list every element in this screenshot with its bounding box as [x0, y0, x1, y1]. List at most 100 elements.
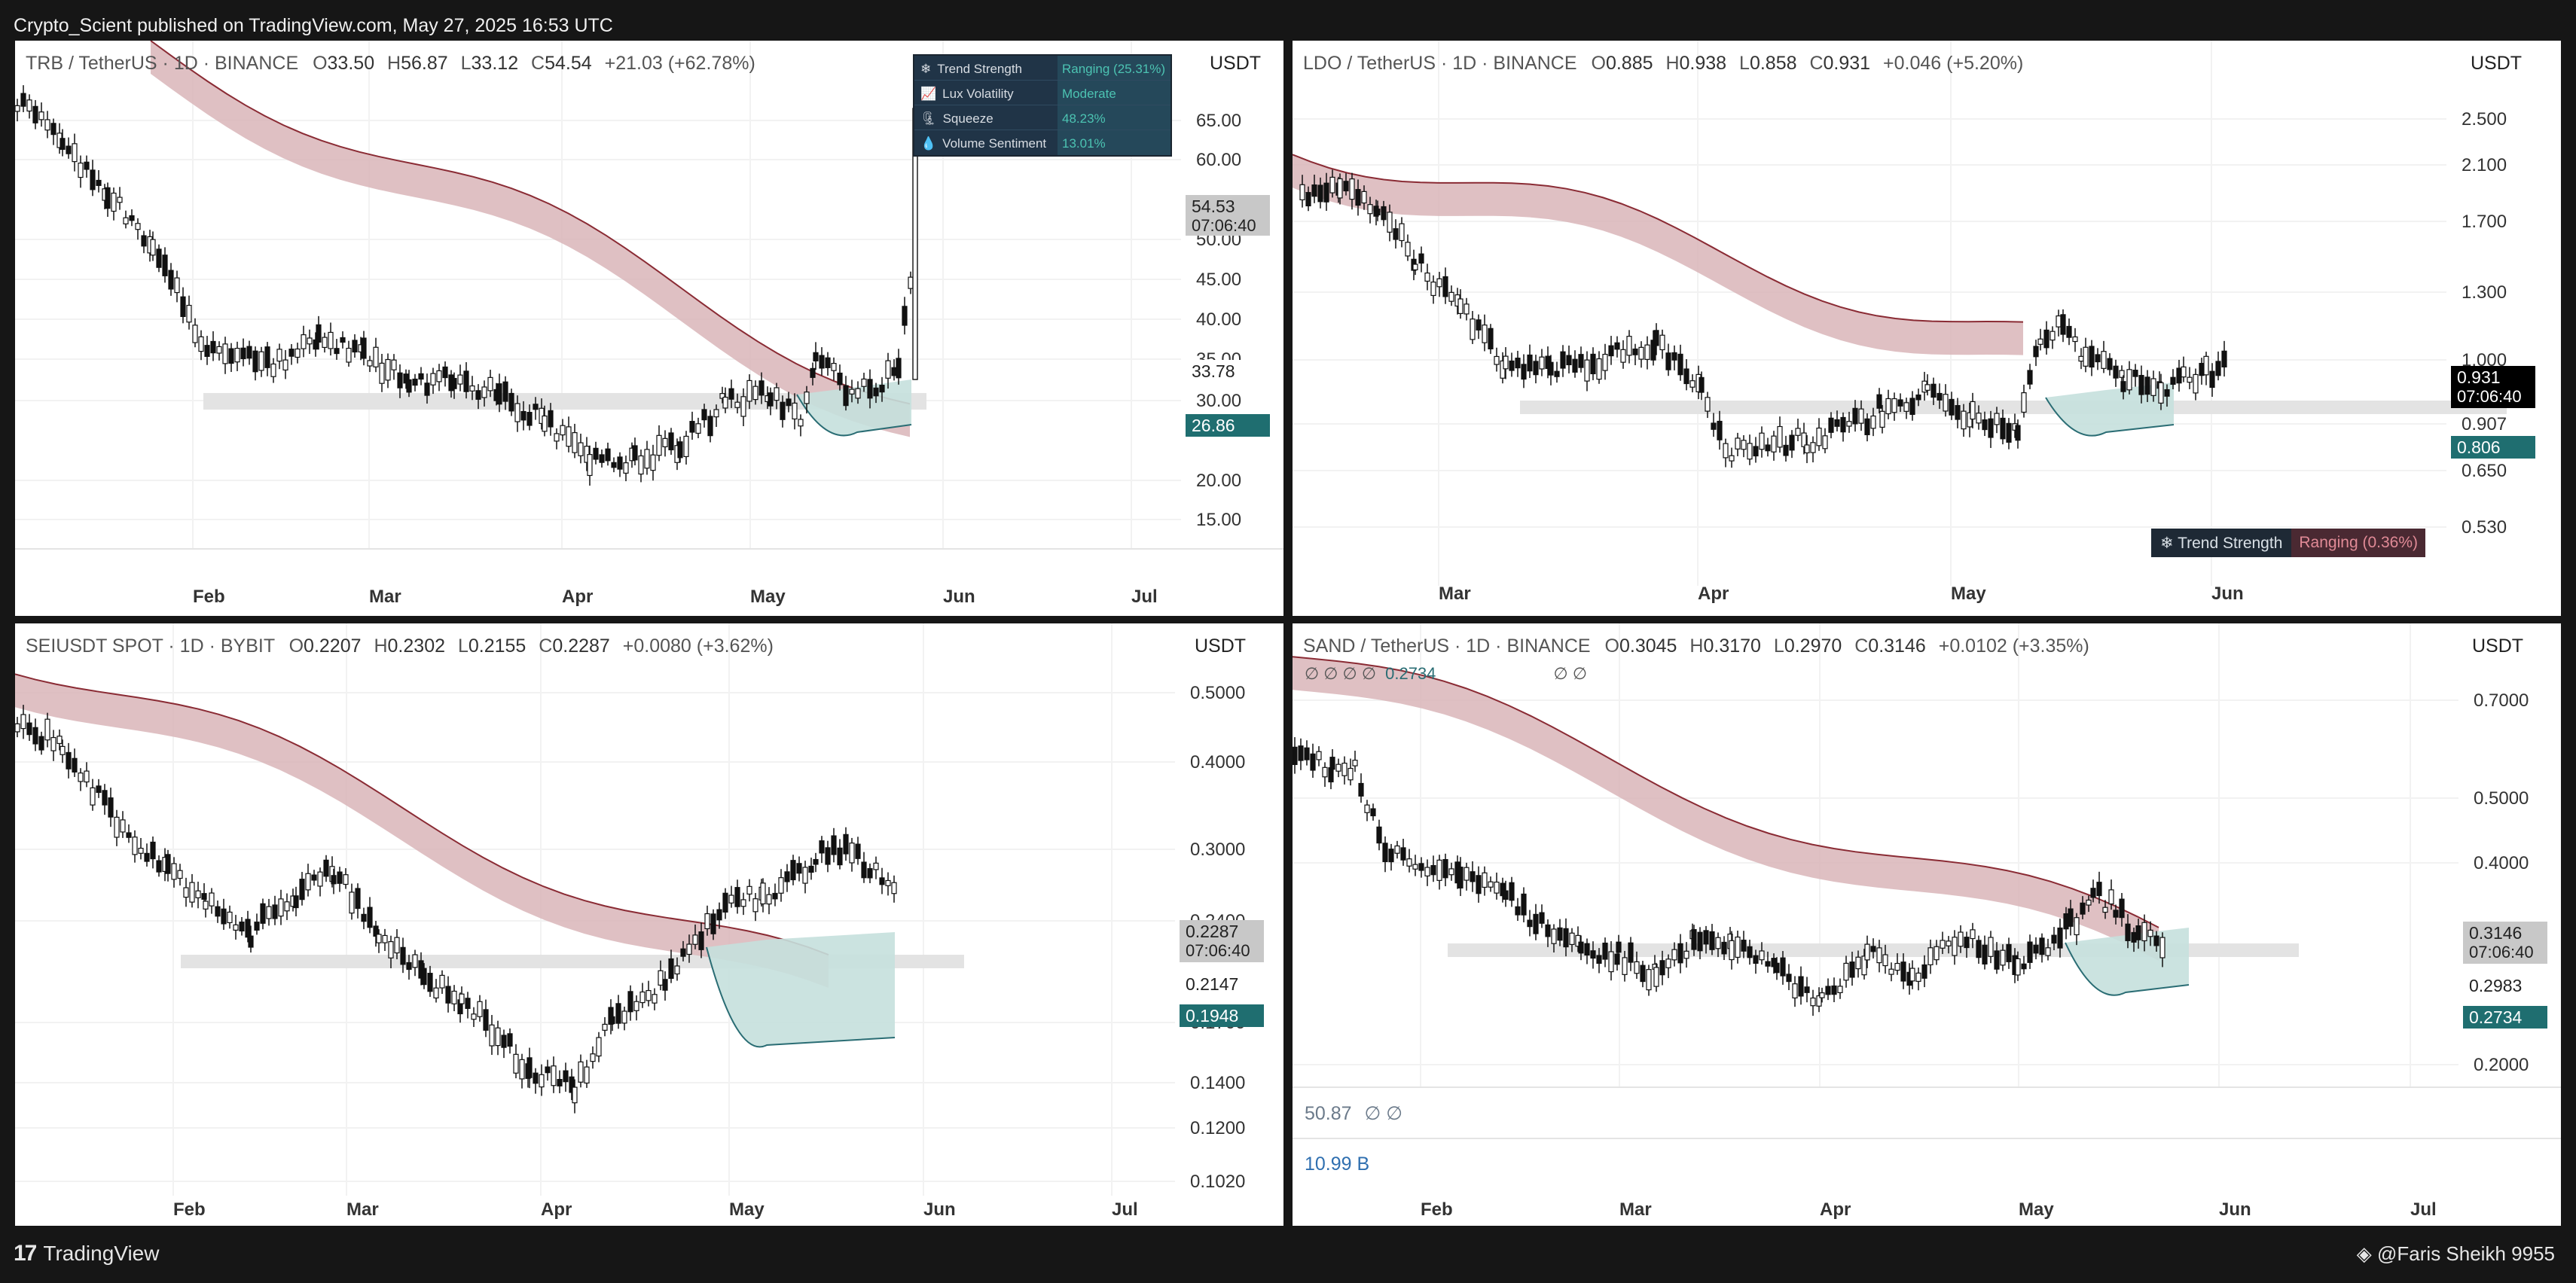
- candle-body: [1620, 349, 1626, 363]
- candle-body: [2203, 355, 2209, 376]
- x-tick-label: Mar: [1619, 1199, 1652, 1220]
- candle-body: [2006, 943, 2012, 962]
- sei-pair-label: SEIUSDT SPOT · 1D · BYBIT: [26, 635, 275, 657]
- ldo-chart-canvas[interactable]: 2.5002.1001.7001.3001.0000.9070.6500.530…: [1293, 41, 2561, 616]
- candle-body: [32, 727, 38, 745]
- sand-unit-label[interactable]: USDT: [2472, 635, 2524, 657]
- candle-body: [1927, 947, 1934, 965]
- candle-body: [1721, 941, 1727, 955]
- candle-body: [609, 1016, 615, 1025]
- candle-body: [2006, 422, 2012, 443]
- candle-body: [611, 462, 617, 468]
- candle-body: [177, 870, 183, 879]
- price-badge: [1186, 195, 1270, 236]
- candle-body: [1539, 356, 1545, 370]
- candle-body: [1509, 882, 1515, 901]
- candle-body: [44, 718, 50, 741]
- ldo-unit-label[interactable]: USDT: [2471, 53, 2523, 74]
- candle-body: [867, 379, 873, 399]
- candle-body: [713, 409, 719, 418]
- candle-body: [102, 790, 108, 806]
- trb-low-value: 33.12: [471, 53, 519, 74]
- chart-panel-sei[interactable]: 0.50000.40000.30000.24000.17000.14000.12…: [15, 623, 1283, 1226]
- sei-unit-label[interactable]: USDT: [1195, 635, 1247, 657]
- candle-body: [361, 337, 367, 359]
- candle-body: [768, 392, 774, 407]
- candle-body: [2147, 929, 2153, 937]
- indicator-value: Ranging (25.31%): [1058, 56, 1170, 80]
- candle-body: [2113, 365, 2119, 379]
- candle-body: [1882, 954, 1888, 967]
- price-badge-value: 54.53: [1192, 197, 1235, 216]
- chart-panel-sand[interactable]: 0.7000 0.5000 0.4000 0.2000 Feb Mar Apr May Jun J…: [1293, 623, 2561, 1226]
- candle-body: [1638, 346, 1644, 360]
- candle-body: [1578, 354, 1584, 368]
- x-tick-label: Mar: [1439, 584, 1471, 604]
- candle-body: [228, 348, 234, 364]
- y-tick-label: 65.00: [1196, 111, 1241, 131]
- candle-body: [1689, 380, 1695, 388]
- price-badge-value: 33.78: [1192, 361, 1235, 381]
- candle-body: [1470, 318, 1476, 340]
- candle-body: [1400, 847, 1406, 861]
- candle-body: [373, 925, 379, 937]
- candle-body: [1387, 212, 1393, 233]
- candle-body: [1976, 940, 1982, 958]
- candle-body: [111, 192, 117, 212]
- candle-body: [1388, 849, 1394, 863]
- trb-high-value: 56.87: [401, 53, 448, 74]
- candle-body: [792, 402, 798, 420]
- candle-body: [584, 1066, 590, 1084]
- candle-body: [819, 840, 825, 854]
- sand-subpane-2-legend: 10.99 B: [1305, 1153, 1369, 1175]
- sand-chart-canvas[interactable]: 0.7000 0.5000 0.4000 0.2000 Feb Mar Apr May Jun J…: [1293, 623, 2561, 1226]
- price-badge: [2451, 436, 2535, 459]
- subpane-value: 50.87: [1305, 1103, 1352, 1124]
- tradingview-logo[interactable]: 17 TradingView: [14, 1241, 159, 1266]
- chart-panel-trb[interactable]: 65.00 60.00 50.00 45.00 40.00 35.00 30.00 20.00…: [15, 41, 1283, 616]
- candle-body: [1348, 767, 1354, 781]
- sand-close-label: C: [1854, 635, 1869, 657]
- candle-body: [1533, 913, 1539, 934]
- candle-body: [1494, 881, 1500, 894]
- candle-body: [203, 901, 209, 910]
- candle-body: [1671, 352, 1677, 361]
- trb-open-label: O: [313, 53, 328, 74]
- candle-body: [831, 835, 837, 855]
- candle-body: [216, 346, 222, 354]
- candle-body: [427, 973, 433, 992]
- candle-body: [349, 891, 355, 914]
- ldo-open-value: 0.885: [1605, 53, 1653, 74]
- candle-body: [15, 105, 20, 112]
- candle-body: [367, 907, 373, 928]
- trb-chart-canvas[interactable]: 65.0060.0050.0045.0040.0035.0030.0020.00…: [15, 41, 1283, 616]
- candle-body: [245, 919, 251, 938]
- candle-body: [352, 340, 358, 353]
- candle-body: [1650, 340, 1656, 361]
- candle-body: [1527, 919, 1533, 928]
- candle-body: [752, 898, 758, 913]
- y-tick-label: 2.100: [2462, 155, 2507, 175]
- sei-chart-canvas[interactable]: 0.50000.40000.30000.24000.17000.14000.12…: [15, 623, 1283, 1226]
- candle-body: [150, 239, 156, 256]
- candle-body: [1798, 976, 1804, 997]
- candle-body: [514, 403, 520, 422]
- candle-body: [1632, 348, 1638, 355]
- candle-body: [1653, 330, 1659, 346]
- candle-body: [1488, 881, 1494, 888]
- candle-body: [168, 270, 174, 290]
- x-tick-label: Jun: [2211, 584, 2244, 604]
- candle-body: [1367, 204, 1373, 215]
- candle-body: [1596, 358, 1602, 380]
- candle-body: [1448, 291, 1454, 302]
- y-tick-label: 0.1400: [1190, 1073, 1245, 1093]
- chart-panel-ldo[interactable]: 2.500 2.100 1.700 1.300 1.000 0.907 0.650 0.530…: [1293, 41, 2561, 616]
- price-badge-value: 0.2147: [1186, 974, 1238, 994]
- trb-indicator-row: 📈 Lux Volatility Moderate: [914, 81, 1170, 105]
- candle-body: [266, 906, 272, 919]
- trb-unit-label[interactable]: USDT: [1210, 53, 1262, 74]
- candle-body: [668, 958, 674, 980]
- candle-body: [701, 409, 707, 421]
- candle-body: [692, 934, 698, 945]
- candle-body: [808, 865, 814, 873]
